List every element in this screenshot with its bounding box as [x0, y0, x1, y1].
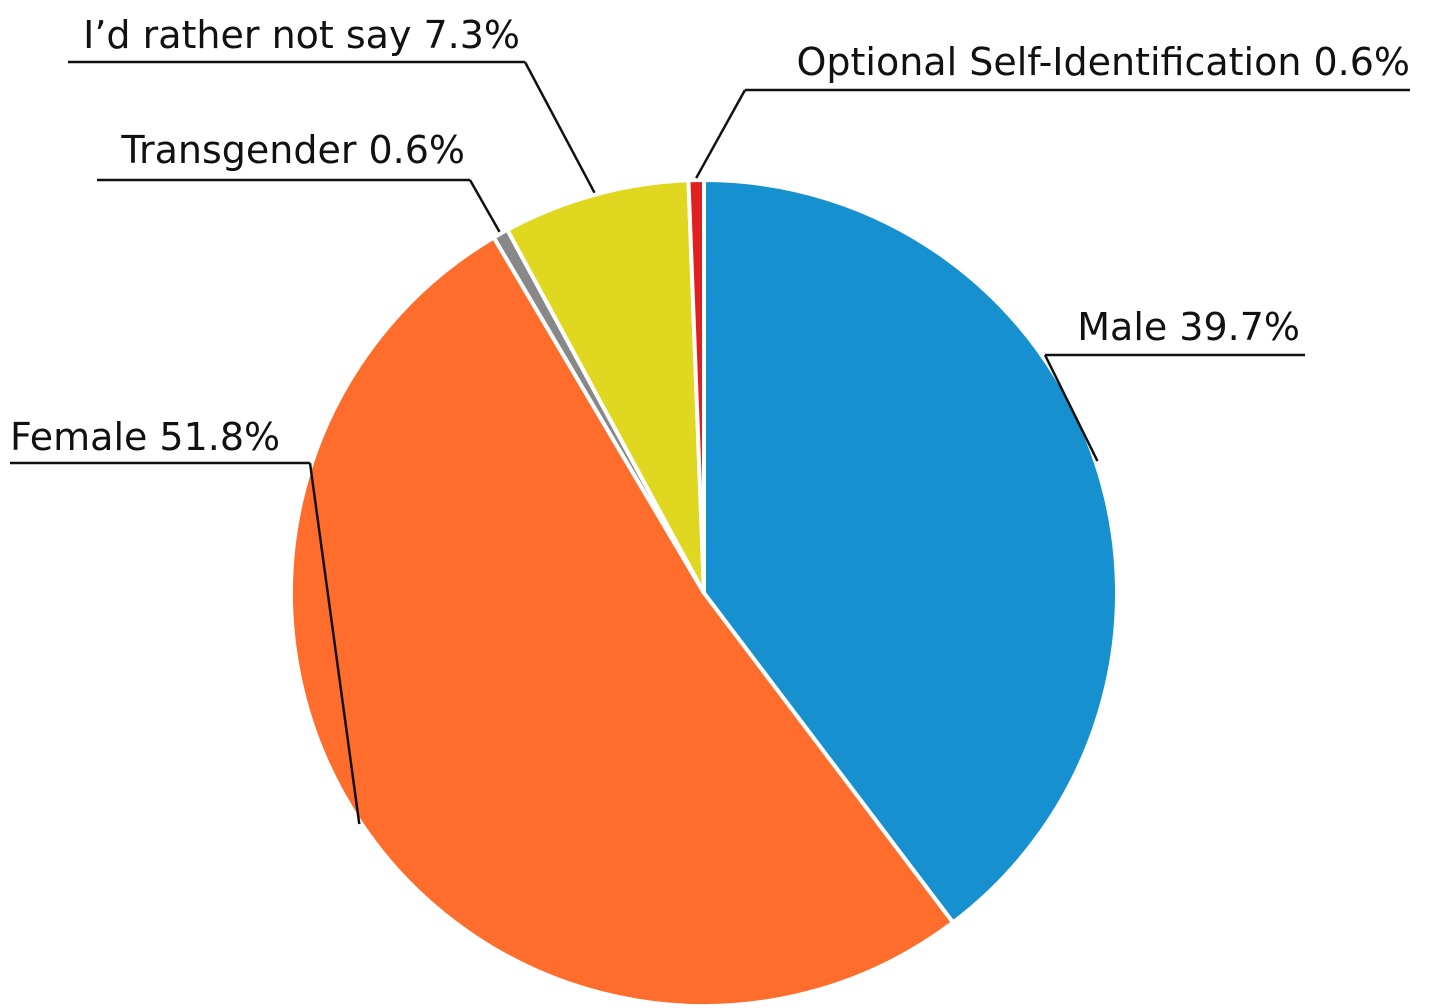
pie-slice	[289, 235, 956, 1008]
category-label: Male	[1077, 305, 1167, 349]
leader-line	[308, 462, 361, 825]
value-label: 51.8%	[159, 415, 280, 459]
leader-line	[468, 179, 501, 233]
pie-slice	[505, 178, 706, 595]
category-label: Optional Self-Identification	[796, 40, 1301, 84]
value-label: 7.3%	[423, 13, 520, 57]
slice-label: Optional Self-Identification 0.6%	[796, 40, 1410, 84]
category-label: Female	[10, 415, 147, 459]
slice-label: I’d rather not say 7.3%	[83, 13, 520, 57]
value-label: 39.7%	[1179, 305, 1300, 349]
leader-line	[523, 61, 596, 194]
leader-line	[695, 89, 747, 179]
slice-label: Female 51.8%	[10, 415, 280, 459]
value-label: 0.6%	[368, 128, 465, 172]
category-label: I’d rather not say	[83, 13, 411, 57]
leader-line	[1043, 354, 1099, 462]
pie-slice	[686, 177, 706, 595]
value-label: 0.6%	[1313, 40, 1410, 84]
slice-label: Transgender 0.6%	[120, 128, 465, 172]
pie-slice	[702, 178, 1119, 925]
category-label: Transgender	[120, 128, 357, 172]
slice-label: Male 39.7%	[1077, 305, 1300, 349]
